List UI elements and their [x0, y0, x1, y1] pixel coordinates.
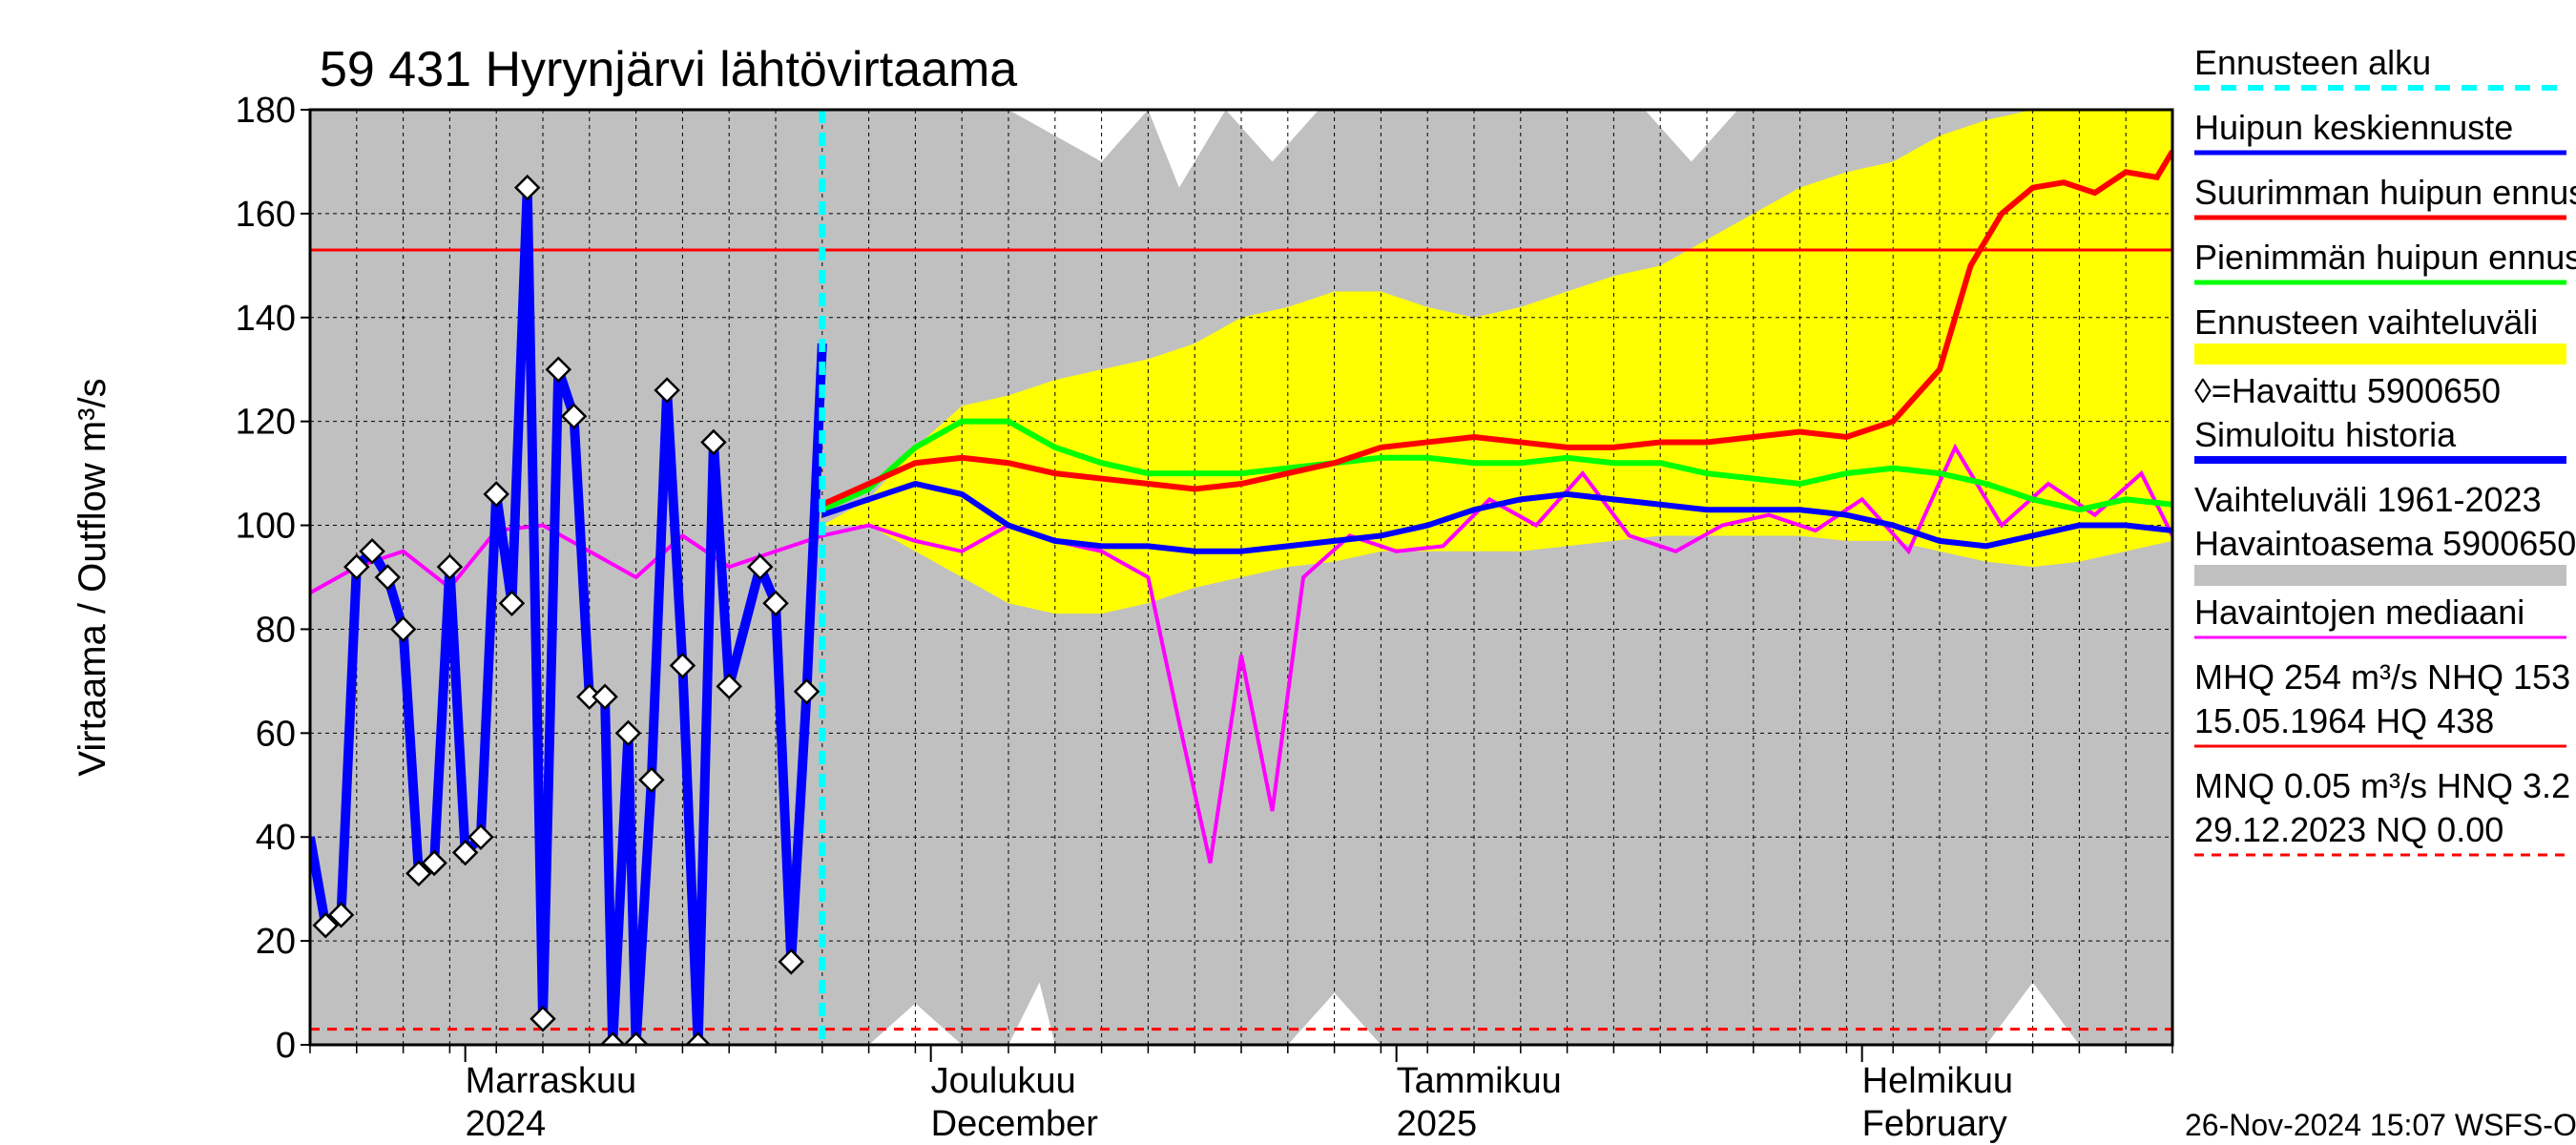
x-month-label: Joulukuu: [931, 1061, 1076, 1101]
y-tick-label: 180: [236, 91, 296, 131]
x-year-label: February: [1862, 1104, 2007, 1144]
legend-label: Suurimman huipun ennuste: [2194, 173, 2576, 212]
y-tick-label: 60: [256, 714, 296, 754]
legend-label: Huipun keskiennuste: [2194, 108, 2513, 147]
legend-label: Vaihteluväli 1961-2023: [2194, 480, 2542, 519]
y-tick-label: 0: [276, 1026, 296, 1066]
legend-label: 29.12.2023 NQ 0.00: [2194, 810, 2503, 849]
x-month-label: Tammikuu: [1397, 1061, 1562, 1101]
legend-label: Ennusteen alku: [2194, 43, 2431, 82]
x-month-label: Marraskuu: [466, 1061, 636, 1101]
y-tick-label: 80: [256, 610, 296, 650]
y-tick-label: 40: [256, 818, 296, 858]
x-year-label: 2024: [466, 1104, 547, 1144]
legend-label: Havaintojen mediaani: [2194, 593, 2524, 632]
chart-title: 59 431 Hyrynjärvi lähtövirtaama: [320, 42, 1017, 97]
y-tick-label: 120: [236, 403, 296, 443]
legend-label: ◊=Havaittu 5900650: [2194, 371, 2501, 410]
y-tick-label: 160: [236, 195, 296, 235]
y-tick-label: 20: [256, 922, 296, 962]
footer-timestamp: 26-Nov-2024 15:07 WSFS-O: [2185, 1108, 2576, 1142]
legend-swatch: [2194, 344, 2566, 364]
x-year-label: December: [931, 1104, 1099, 1144]
legend-label: 15.05.1964 HQ 438: [2194, 701, 2494, 740]
legend-swatch: [2194, 565, 2566, 586]
y-tick-label: 100: [236, 507, 296, 547]
legend-label: Ennusteen vaihteluväli: [2194, 302, 2538, 342]
x-year-label: 2025: [1397, 1104, 1478, 1144]
x-month-label: Helmikuu: [1862, 1061, 2013, 1101]
y-tick-label: 140: [236, 299, 296, 339]
chart-container: 0 20 40 60 80 100 120 140 160 180 Marraskuu2024 Jou…: [0, 0, 2576, 1145]
y-axis-title: Virtaama / Outflow m³/s: [72, 378, 114, 776]
legend-label: Pienimmän huipun ennuste: [2194, 238, 2576, 277]
legend-label: Simuloitu historia: [2194, 415, 2457, 454]
legend-label: MHQ 254 m³/s NHQ 153: [2194, 657, 2570, 697]
chart-svg: 0 20 40 60 80 100 120 140 160 180 Marraskuu2024 Jou…: [0, 0, 2576, 1145]
legend-label: Havaintoasema 5900650: [2194, 524, 2576, 563]
legend-label: MNQ 0.05 m³/s HNQ 3.2: [2194, 766, 2570, 805]
